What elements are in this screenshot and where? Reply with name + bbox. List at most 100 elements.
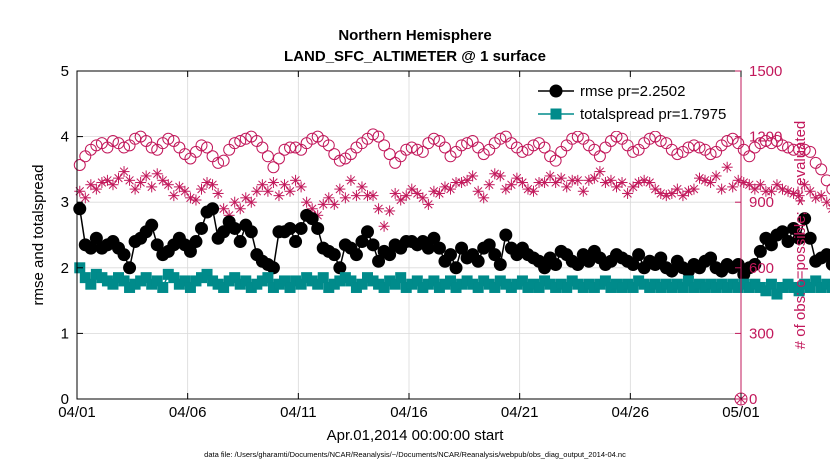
asterisk-stroke [86, 180, 96, 189]
evaluated-point [616, 177, 628, 189]
totalspread-point [804, 281, 816, 293]
totalspread-point [218, 281, 230, 293]
evaluated-point [528, 185, 539, 197]
evaluated-point [754, 179, 766, 191]
x-tick-label: 05/01 [722, 404, 760, 421]
totalspread-point [284, 281, 296, 293]
totalspread-point [771, 288, 783, 300]
asterisk-stroke [496, 171, 505, 181]
evaluated-point [550, 177, 562, 189]
possible-point [693, 141, 706, 154]
evaluated-point [539, 177, 551, 189]
possible-point [267, 161, 280, 174]
evaluated-point [262, 185, 274, 197]
asterisk-stroke [529, 187, 538, 196]
asterisk-stroke [767, 187, 776, 196]
possible-point [826, 183, 830, 195]
possible-point [461, 137, 474, 150]
asterisk-stroke [418, 193, 428, 203]
asterisk-stroke [639, 176, 649, 185]
rmse-point [305, 212, 319, 226]
y-tick-label-right: 900 [749, 194, 774, 211]
series-totalspread [74, 262, 830, 300]
asterisk-stroke [197, 184, 206, 194]
asterisk-stroke [125, 176, 134, 185]
asterisk-stroke [169, 191, 179, 200]
possible-point [815, 163, 828, 176]
rmse-point [372, 254, 386, 268]
evaluated-point [605, 174, 617, 186]
evaluated-point [771, 179, 783, 191]
totalspread-point [428, 275, 440, 287]
asterisk-stroke [335, 184, 345, 194]
evaluated-point [90, 183, 102, 195]
asterisk-stroke [291, 176, 300, 185]
x-tick-label: 04/11 [280, 404, 316, 421]
possible-point [372, 130, 385, 143]
rmse-point [820, 248, 830, 262]
evaluated-point [406, 183, 418, 195]
evaluated-point [234, 203, 246, 215]
asterisk-stroke [119, 167, 129, 176]
totalspread-point [445, 275, 456, 287]
asterisk-stroke [252, 187, 262, 196]
possible-point [378, 139, 391, 152]
y-axis-label-left: rmse and totalspread [30, 165, 47, 306]
asterisk-stroke [186, 193, 195, 203]
asterisk-stroke [711, 171, 721, 181]
asterisk-stroke [324, 193, 334, 203]
totalspread-point [826, 281, 830, 293]
asterisk-stroke [772, 180, 782, 189]
asterisk-stroke [374, 204, 383, 214]
evaluated-point [389, 187, 401, 199]
totalspread-point [312, 278, 324, 290]
asterisk-stroke [645, 178, 654, 187]
evaluated-point [505, 179, 517, 191]
asterisk-stroke [468, 171, 477, 181]
evaluated-point [705, 177, 717, 189]
asterisk-stroke [92, 184, 101, 194]
possible-point [776, 139, 789, 152]
asterisk-stroke [551, 178, 560, 187]
evaluated-point [151, 168, 163, 180]
possible-point [438, 141, 451, 154]
asterisk-stroke [540, 178, 549, 187]
evaluated-point [162, 179, 174, 191]
asterisk-stroke [756, 180, 765, 189]
asterisk-stroke [330, 200, 339, 209]
possible-point [145, 141, 158, 154]
evaluated-point [229, 196, 241, 208]
totalspread-point [107, 278, 119, 290]
asterisk-stroke [208, 180, 217, 189]
possible-point [671, 148, 684, 161]
evaluated-point [511, 172, 523, 184]
totalspread-point [295, 278, 307, 290]
totalspread-point [599, 275, 611, 287]
rmse-point [266, 261, 280, 275]
asterisk-stroke [446, 184, 455, 194]
asterisk-stroke [484, 180, 494, 189]
evaluated-point [649, 183, 661, 195]
asterisk-stroke [103, 176, 112, 185]
possible-point [256, 141, 269, 154]
evaluated-point [373, 203, 385, 215]
asterisk-stroke [706, 178, 715, 187]
possible-point [234, 134, 247, 147]
asterisk-stroke [722, 162, 732, 172]
asterisk-stroke [778, 184, 787, 194]
possible-point [549, 154, 562, 167]
evaluated-point [101, 174, 113, 186]
rmse-point [632, 248, 646, 262]
asterisk-stroke [368, 191, 378, 200]
possible-point [571, 130, 584, 143]
asterisk-stroke [302, 197, 311, 207]
totalspread-point [793, 285, 805, 297]
rmse-point [825, 258, 830, 271]
possible-point [272, 152, 285, 165]
totalspread-point [240, 275, 252, 287]
totalspread-point [760, 285, 772, 297]
possible-point [416, 145, 429, 158]
evaluated-point [295, 181, 307, 193]
rmse-point [366, 238, 380, 252]
evaluated-point [157, 174, 169, 186]
